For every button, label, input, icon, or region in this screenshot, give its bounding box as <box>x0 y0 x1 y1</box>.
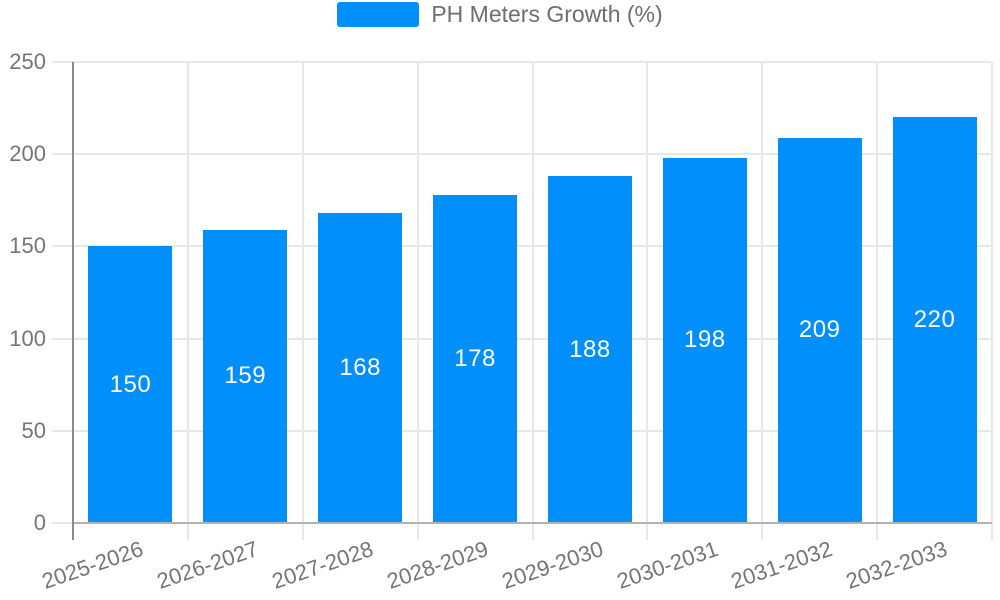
y-tick-label: 100 <box>9 325 46 351</box>
gridline-horizontal <box>52 61 992 63</box>
gridline-horizontal <box>52 245 992 248</box>
bar[interactable]: 168 <box>318 213 403 523</box>
bar[interactable]: 188 <box>547 176 632 523</box>
x-tick-label: 2028-2029 <box>383 536 492 594</box>
bar[interactable]: 150 <box>88 246 173 523</box>
y-tick-label: 50 <box>21 417 46 443</box>
x-tick-label: 2032-2033 <box>843 536 951 594</box>
gridline-horizontal <box>52 153 992 156</box>
bar-value-label: 150 <box>109 370 152 398</box>
gridline-vertical <box>416 62 419 540</box>
y-tick-label: 200 <box>9 141 46 167</box>
gridline-vertical <box>301 62 304 540</box>
legend-label: PH Meters Growth (%) <box>431 0 663 27</box>
x-tick-label: 2030-2031 <box>613 536 721 594</box>
gridline-vertical <box>186 62 189 540</box>
x-axis-line <box>73 522 992 524</box>
gridline-vertical <box>646 62 649 540</box>
x-tick-label: 2025-2026 <box>38 536 147 594</box>
bar-value-label: 198 <box>684 326 726 354</box>
bar-value-label: 209 <box>798 316 841 344</box>
bar[interactable]: 159 <box>203 229 288 523</box>
x-tick-label: 2029-2030 <box>498 536 607 594</box>
gridline-horizontal <box>52 429 992 432</box>
x-tick-label: 2031-2032 <box>728 536 836 594</box>
y-tick-label: 150 <box>9 233 46 259</box>
y-axis-tick <box>52 522 73 524</box>
gridline-vertical <box>531 62 534 540</box>
gridline-horizontal <box>52 337 992 340</box>
x-tick-label: 2026-2027 <box>153 536 262 594</box>
y-axis-line <box>72 62 74 540</box>
y-tick-label: 0 <box>33 510 46 535</box>
x-tick-label: 2027-2028 <box>268 536 377 594</box>
y-tick-label: 250 <box>9 49 46 74</box>
bar[interactable]: 198 <box>662 157 747 523</box>
bar-value-label: 159 <box>224 362 267 390</box>
gridline-vertical <box>991 62 993 540</box>
bar[interactable]: 220 <box>892 117 977 523</box>
bar-value-label: 168 <box>339 354 381 382</box>
bar[interactable]: 209 <box>777 137 862 523</box>
legend-marker-icon <box>337 1 420 27</box>
gridline-vertical <box>876 62 879 540</box>
bar-value-label: 178 <box>454 344 496 372</box>
legend-item[interactable]: PH Meters Growth (%) <box>0 0 1000 28</box>
bar-value-label: 220 <box>913 306 956 334</box>
gridline-vertical <box>761 62 764 540</box>
bar-value-label: 188 <box>569 335 611 363</box>
bar[interactable]: 178 <box>433 194 518 523</box>
